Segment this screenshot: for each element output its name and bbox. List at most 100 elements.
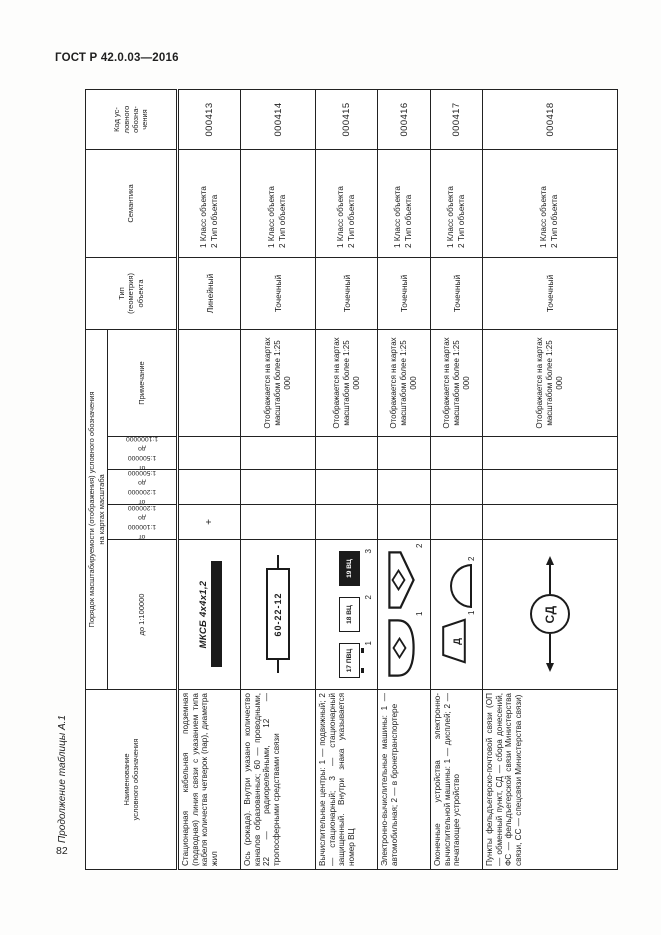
name-cell: Оконечные устройства электронно-вычислит… [430,689,483,870]
terminal-device-symbols: Д 1 2 [441,540,476,689]
empty-cell [377,504,431,540]
computing-center-symbols: 17 ПВЦ 1 18 ВЦ 2 19 ВЦ 3 [333,540,373,689]
geometry-cell: Точечный [377,257,431,330]
name-cell: Стационарная кабельная подземная (подвод… [177,689,241,870]
name-cell: Ось (рокада). Внутри указано количество … [240,689,316,870]
geometry-cell: Линейный [177,257,241,330]
page-number: 82 [56,845,68,857]
car-computer-symbol: 1 [388,612,424,678]
line-stub-icon [277,660,279,674]
header-scale-to-100000: до 1:100000 [107,539,178,690]
axis-box-symbol: 60-22-12 [266,540,290,689]
note-cell: Отображается на картах масштабом более 1… [482,329,618,437]
table-row-000417: Оконечные устройства электронно-вычислит… [430,89,483,870]
symbol-cell: Д 1 2 [430,539,483,690]
symbol-number: 1 [364,641,373,646]
empty-cell [315,504,378,540]
symbol-number: 3 [364,549,373,554]
empty-cell [240,504,316,540]
empty-cell [377,436,431,470]
trapezoid-icon [442,618,466,665]
center-box-filled: 19 ВЦ [339,551,360,586]
header-semantics: Семантика [85,149,178,258]
note-cell [177,329,241,437]
semantics-cell: 1 Класс объекта 2 Тип объекта [430,149,483,258]
header-code: Код ус- ловного обозна- чения [85,89,178,150]
arrow-left-icon [546,663,554,673]
code-cell: 000415 [315,89,378,150]
courier-post-symbol: СД [530,540,570,689]
symbol-cell: 60-22-12 [240,539,316,690]
printer-symbol: 2 [450,557,476,609]
code-cell: 000413 [177,89,241,150]
empty-cell [177,469,241,505]
semantics-cell: 1 Класс объекта 2 Тип объекта [377,149,431,258]
name-cell: Вычислительные центры: 1 — подвижный; 2 … [315,689,378,870]
empty-cell [482,436,618,470]
post-point-circle: СД [530,594,570,635]
note-cell: Отображается на картах масштабом более 1… [430,329,483,437]
semicircle-icon [450,564,472,609]
header-note: Примечание [107,329,178,437]
name-cell: Пункты фельдъегерско-почтовой связи (ОП … [482,689,618,870]
center-box: 17 ПВЦ [339,643,360,678]
table-row-000416: Электронно-вычислительные машины: 1 — ав… [377,89,431,870]
symbol-cell: 1 2 [377,539,431,690]
empty-cell [240,469,316,505]
rotated-scale-label: от 1:500000 до 1:1000000 [125,436,159,470]
computer-symbols: 1 2 [388,540,424,689]
semantics-cell: 1 Класс объекта 2 Тип объекта [315,149,378,258]
table-continuation-caption: Продолжение таблицы А.1 [57,715,68,843]
thick-line-icon [210,561,222,668]
symbol-cell: СД [482,539,618,690]
semantics-cell: 1 Класс объекта 2 Тип объекта [177,149,241,258]
rotated-scale-label: от 1:200000 до 1:500000 [127,469,157,505]
semantics-cell: 1 Класс объекта 2 Тип объекта [240,149,316,258]
geometry-cell: Точечный [482,257,618,330]
display-symbol: Д 1 [441,611,476,665]
note-cell: Отображается на картах масштабом более 1… [315,329,378,437]
empty-cell [482,469,618,505]
symbols-table: Наименование условного обозначения Поряд… [85,88,618,870]
arrow-line [549,634,551,664]
symbol-number: 1 [467,610,476,615]
symbol-number: 1 [415,611,424,616]
wheel-icon [361,668,364,673]
center-box: 18 ВЦ [339,597,360,632]
rotated-scale-label: от 1:100000 до 1:200000 [127,504,157,540]
round-bottom-shield-icon [388,619,415,678]
cable-type-label: МКСБ 4х4х1,2 [197,580,209,649]
empty-cell [430,504,483,540]
empty-cell [315,469,378,505]
wheel-icon [361,648,364,653]
geometry-cell: Точечный [240,257,316,330]
arrow-line [549,565,551,595]
cable-line-symbol: МКСБ 4х4х1,2 [198,540,222,689]
empty-cell [377,469,431,505]
table-row-000415: Вычислительные центры: 1 — подвижный; 2 … [315,89,378,870]
header-name: Наименование условного обозначения [85,689,178,870]
code-cell: 000416 [377,89,431,150]
mobile-center-symbol: 17 ПВЦ 1 [339,641,373,678]
header-scale-500000-1000000: от 1:500000 до 1:1000000 [107,436,178,470]
empty-cell [430,436,483,470]
axis-channels-box: 60-22-12 [266,568,290,661]
empty-cell [177,436,241,470]
note-cell: Отображается на картах масштабом более 1… [240,329,316,437]
stationary-center-symbol: 18 ВЦ 2 [339,595,373,632]
note-cell: Отображается на картах масштабом более 1… [377,329,431,437]
code-cell: 000417 [430,89,483,150]
rotated-table-container: Наименование условного обозначения Поряд… [85,88,618,870]
name-cell: Электронно-вычислительные машины: 1 — ав… [377,689,431,870]
symbol-number: 2 [467,556,476,561]
geometry-cell: Точечный [315,257,378,330]
empty-cell [315,436,378,470]
protected-center-symbol: 19 ВЦ 3 [339,549,373,586]
line-stub-icon [277,555,279,569]
symbol-number: 2 [415,543,424,548]
header-scale-group: Порядок масштабируемости (отображения) у… [85,329,108,690]
empty-cell [482,504,618,540]
apc-computer-symbol: 2 [388,544,424,610]
symbol-cell: 17 ПВЦ 1 18 ВЦ 2 19 ВЦ 3 [315,539,378,690]
